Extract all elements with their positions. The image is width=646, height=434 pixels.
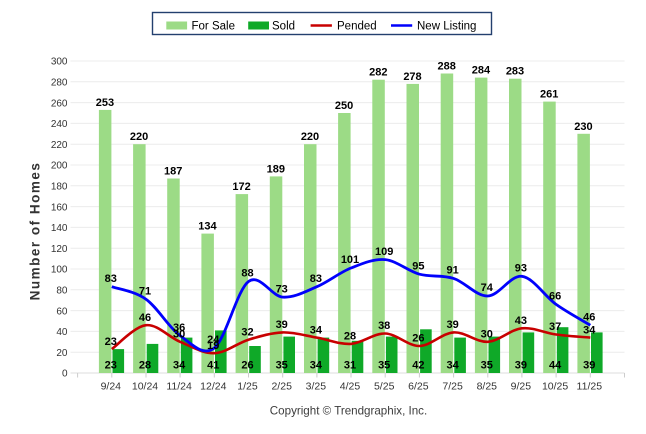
svg-text:282: 282 [369,67,387,79]
svg-text:88: 88 [241,268,253,280]
svg-text:26: 26 [412,333,424,345]
svg-text:120: 120 [51,244,68,255]
svg-text:43: 43 [515,315,527,327]
svg-text:42: 42 [412,360,424,372]
svg-text:11/24: 11/24 [166,380,192,392]
svg-text:39: 39 [276,319,288,331]
svg-text:Sold: Sold [272,21,295,33]
svg-text:189: 189 [267,163,285,175]
svg-text:2/25: 2/25 [271,380,292,392]
svg-text:20: 20 [56,348,68,359]
svg-text:34: 34 [173,360,186,372]
svg-text:Copyright © Trendgraphix, Inc.: Copyright © Trendgraphix, Inc. [270,405,427,418]
svg-text:11/25: 11/25 [577,380,603,392]
svg-text:283: 283 [506,66,524,78]
svg-text:73: 73 [276,283,288,295]
svg-text:1/25: 1/25 [237,380,258,392]
svg-text:220: 220 [301,131,319,143]
svg-text:66: 66 [549,291,561,303]
svg-text:230: 230 [574,121,592,133]
svg-text:187: 187 [164,166,182,178]
svg-text:101: 101 [341,254,359,266]
svg-text:280: 280 [51,78,68,89]
svg-text:32: 32 [241,326,253,338]
svg-text:3/25: 3/25 [306,380,327,392]
svg-text:220: 220 [130,131,148,143]
svg-text:83: 83 [105,273,117,285]
svg-text:9/25: 9/25 [511,380,532,392]
svg-text:140: 140 [51,223,68,234]
svg-text:28: 28 [344,331,356,343]
svg-text:134: 134 [198,221,217,233]
svg-text:10/24: 10/24 [132,380,158,392]
svg-text:0: 0 [62,369,68,380]
svg-text:34: 34 [446,360,459,372]
svg-text:37: 37 [549,321,561,333]
svg-text:253: 253 [96,97,114,109]
svg-text:60: 60 [56,306,68,317]
svg-text:95: 95 [412,260,424,272]
svg-text:23: 23 [105,360,117,372]
svg-text:100: 100 [51,265,68,276]
svg-text:6/25: 6/25 [408,380,429,392]
svg-text:83: 83 [310,273,322,285]
svg-text:80: 80 [56,286,68,297]
svg-text:40: 40 [56,327,68,338]
svg-text:261: 261 [540,89,558,101]
svg-text:35: 35 [276,360,288,372]
svg-text:46: 46 [583,311,595,323]
svg-text:300: 300 [51,57,68,68]
svg-text:31: 31 [344,360,356,372]
svg-text:109: 109 [375,246,393,258]
svg-text:12/24: 12/24 [200,380,226,392]
svg-text:39: 39 [515,360,527,372]
svg-text:220: 220 [51,140,68,151]
svg-text:24: 24 [207,334,220,346]
svg-text:New Listing: New Listing [417,21,476,33]
svg-text:91: 91 [446,265,458,277]
svg-text:39: 39 [446,319,458,331]
svg-text:30: 30 [481,329,493,341]
svg-text:28: 28 [139,360,151,372]
svg-text:7/25: 7/25 [442,380,463,392]
svg-text:5/25: 5/25 [374,380,395,392]
svg-text:4/25: 4/25 [340,380,361,392]
svg-text:Number of Homes: Number of Homes [28,162,43,301]
svg-text:19: 19 [207,340,219,352]
svg-text:200: 200 [51,161,68,172]
svg-text:34: 34 [310,360,323,372]
svg-text:46: 46 [139,312,151,324]
svg-text:240: 240 [51,119,68,130]
svg-text:172: 172 [232,181,250,193]
svg-text:74: 74 [481,282,494,294]
svg-text:39: 39 [583,360,595,372]
svg-text:10/25: 10/25 [542,380,568,392]
svg-text:8/25: 8/25 [477,380,498,392]
svg-text:284: 284 [472,65,491,77]
svg-text:34: 34 [310,324,323,336]
svg-text:9/24: 9/24 [101,380,122,392]
svg-text:38: 38 [378,320,390,332]
svg-text:35: 35 [378,360,390,372]
svg-text:35: 35 [481,360,493,372]
svg-text:34: 34 [583,324,596,336]
svg-text:23: 23 [105,336,117,348]
svg-text:26: 26 [241,360,253,372]
svg-text:36: 36 [173,322,185,334]
svg-text:160: 160 [51,202,68,213]
svg-text:180: 180 [51,182,68,193]
svg-text:41: 41 [207,360,219,372]
svg-text:278: 278 [403,71,421,83]
svg-text:260: 260 [51,98,68,109]
svg-text:288: 288 [438,61,456,73]
svg-text:250: 250 [335,100,353,112]
svg-text:93: 93 [515,263,527,275]
svg-text:44: 44 [549,360,562,372]
svg-text:Pended: Pended [337,21,377,33]
svg-text:30: 30 [173,329,185,341]
svg-text:71: 71 [139,285,151,297]
svg-text:For Sale: For Sale [192,21,235,33]
